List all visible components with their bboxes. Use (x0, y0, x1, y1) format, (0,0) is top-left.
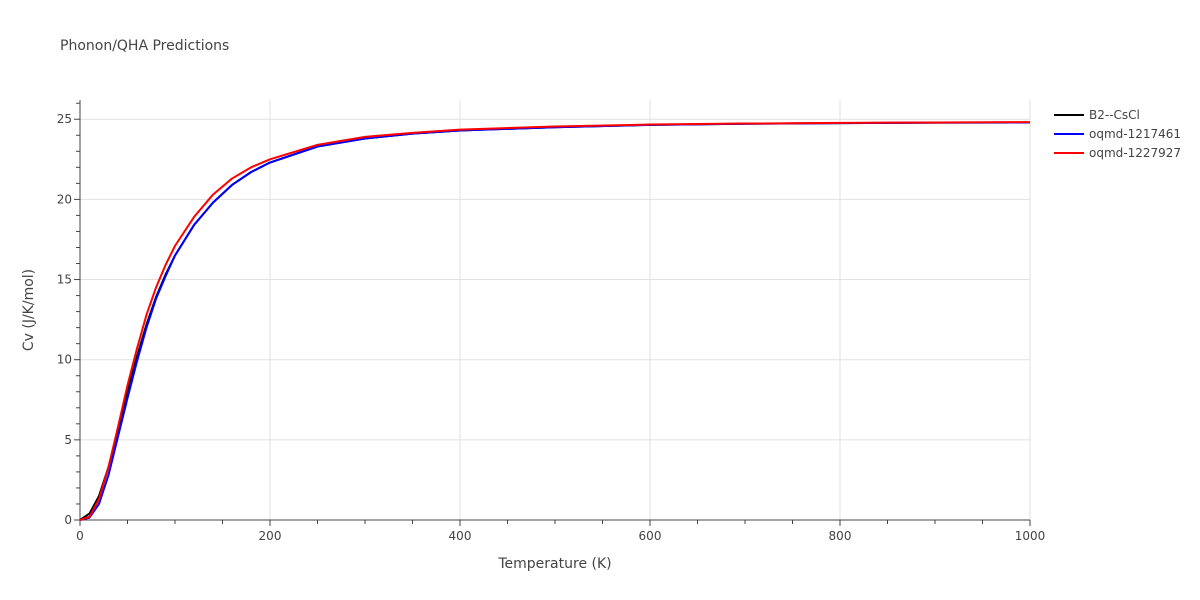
series-line-oqmd-1217461 (79, 121, 1031, 521)
y-tick-label: 25 (57, 112, 72, 126)
y-axis-title: Cv (J/K/mol) (21, 269, 37, 351)
series-line-oqmd-1227927 (79, 121, 1031, 521)
x-tick-label: 600 (639, 529, 662, 543)
series-line-B2--CsCl (79, 121, 1031, 521)
y-tick-label: 10 (57, 353, 72, 367)
legend-item[interactable]: B2--CsCl (1054, 108, 1140, 122)
y-tick-label: 5 (64, 433, 72, 447)
legend-item[interactable]: oqmd-1217461 (1054, 127, 1181, 141)
legend-item[interactable]: oqmd-1227927 (1054, 146, 1181, 160)
legend-label: B2--CsCl (1089, 108, 1140, 122)
y-tick-label: 15 (57, 273, 72, 287)
x-tick-label: 1000 (1015, 529, 1046, 543)
axes: 0 200 400 600 800 1000 0 5 10 15 20 25 (57, 100, 1046, 543)
legend-label: oqmd-1217461 (1089, 127, 1181, 141)
x-tick-label: 0 (76, 529, 84, 543)
y-tick-label: 20 (57, 192, 72, 206)
y-tick-label: 0 (64, 513, 72, 527)
chart-title: Phonon/QHA Predictions (60, 38, 229, 54)
x-axis-title: Temperature (K) (497, 556, 611, 572)
legend-label: oqmd-1227927 (1089, 146, 1181, 160)
x-tick-label: 800 (829, 529, 852, 543)
series-lines (79, 121, 1031, 521)
grid (80, 100, 1031, 520)
x-tick-label: 200 (259, 529, 282, 543)
legend[interactable]: B2--CsCl oqmd-1217461 oqmd-1227927 (1054, 108, 1181, 160)
x-tick-label: 400 (449, 529, 472, 543)
